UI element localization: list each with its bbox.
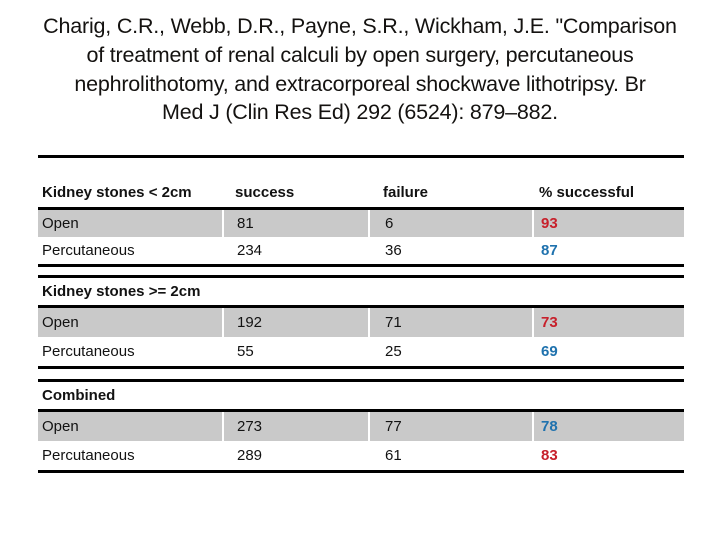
table-row-percutaneous: Percutaneous 234 36 87 (38, 237, 684, 265)
table-row-percutaneous: Percutaneous 55 25 69 (38, 337, 684, 367)
cell-failure: 25 (368, 337, 532, 367)
cell-success: 81 (222, 210, 368, 238)
row-label: Percutaneous (42, 242, 135, 260)
cell-success: 55 (222, 337, 368, 367)
cell-failure: 71 (368, 308, 532, 338)
cell-pct-successful: 87 (532, 237, 684, 265)
title-line-1: Charig, C.R., Webb, D.R., Payne, S.R., W… (43, 14, 677, 38)
title-line-3: nephrolithotomy, and extracorporeal shoc… (74, 71, 646, 96)
cell-pct-successful: 93 (532, 210, 684, 238)
row-label: Percutaneous (42, 447, 135, 465)
cell-failure: 61 (368, 441, 532, 471)
cell-failure: 6 (368, 210, 532, 238)
row-label: Open (42, 418, 79, 436)
table-section-large-stones: Kidney stones >= 2cm Open 192 71 73 Perc… (38, 275, 684, 370)
table-row-open: Open 192 71 73 (38, 308, 684, 338)
title-line-2: of treatment of renal calculi by open su… (86, 42, 634, 67)
row-label: Open (42, 215, 79, 233)
cell-success: 289 (222, 441, 368, 471)
row-label: Open (42, 314, 79, 332)
column-header-pct-successful: % successful (539, 184, 635, 202)
table-row-open: Open 273 77 78 (38, 412, 684, 442)
row-label: Percutaneous (42, 343, 135, 361)
column-header-failure: failure (383, 184, 429, 202)
cell-success: 273 (222, 412, 368, 442)
section-header: Kidney stones >= 2cm (38, 278, 684, 309)
cell-pct-successful: 83 (532, 441, 684, 471)
table-header-row: Kidney stones < 2cm success failure % su… (38, 158, 684, 211)
cell-success: 234 (222, 237, 368, 265)
cell-pct-successful: 69 (532, 337, 684, 367)
results-table: Kidney stones < 2cm success failure % su… (38, 155, 684, 474)
title-line-4: Med J (Clin Res Ed) 292 (6524): 879–882. (162, 100, 558, 125)
section-header: Combined (38, 382, 684, 413)
table-section-small-stones: Kidney stones < 2cm success failure % su… (38, 155, 684, 268)
table-section-combined: Combined Open 273 77 78 Percutaneous 289… (38, 379, 684, 474)
column-header-group: Kidney stones < 2cm (42, 184, 192, 202)
cell-pct-successful: 73 (532, 308, 684, 338)
column-header-success: success (235, 184, 295, 202)
citation-title: Charig, C.R., Webb, D.R., Payne, S.R., W… (0, 0, 720, 127)
cell-success: 192 (222, 308, 368, 338)
table-row-percutaneous: Percutaneous 289 61 83 (38, 441, 684, 471)
table-row-open: Open 81 6 93 (38, 210, 684, 238)
cell-failure: 77 (368, 412, 532, 442)
cell-failure: 36 (368, 237, 532, 265)
cell-pct-successful: 78 (532, 412, 684, 442)
